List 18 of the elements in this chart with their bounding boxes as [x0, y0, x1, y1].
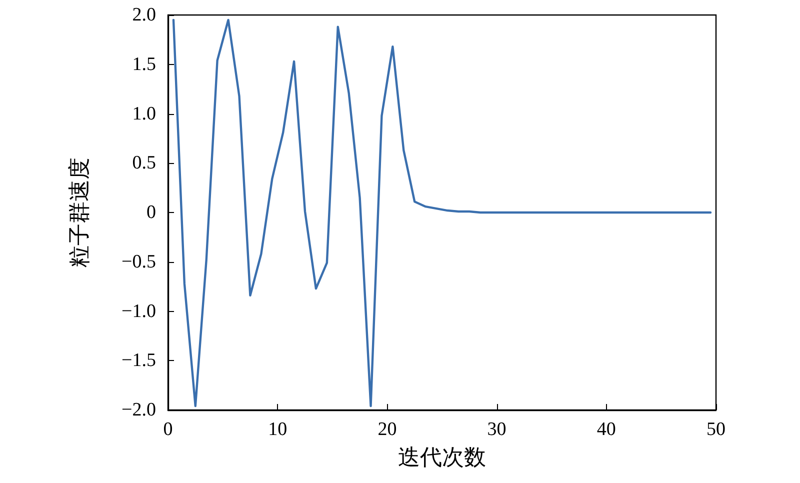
y-tick-label: −2.0 [122, 400, 156, 420]
x-tick-label: 50 [706, 419, 726, 440]
line-series [172, 18, 712, 408]
x-tick-label: 40 [596, 419, 616, 440]
y-tick-label: −1.5 [122, 350, 156, 372]
y-tick-label: 1.5 [132, 54, 156, 75]
x-axis-title: 迭代次数 [398, 444, 486, 470]
x-tick-label: 10 [268, 419, 288, 440]
x-tick-label: 0 [163, 419, 173, 440]
x-tick-label: 30 [487, 419, 506, 440]
y-axis-title: 粒子群速度 [66, 158, 92, 268]
y-tick-label: 0.5 [132, 152, 156, 174]
y-tick-label: −1.0 [122, 300, 156, 322]
y-tick-label: −0.5 [122, 251, 156, 272]
y-tick-label: 2.0 [132, 4, 156, 26]
y-tick-label: 1.0 [132, 103, 156, 124]
x-tick-label: 20 [378, 419, 397, 440]
y-tick-label: 0 [146, 202, 156, 223]
